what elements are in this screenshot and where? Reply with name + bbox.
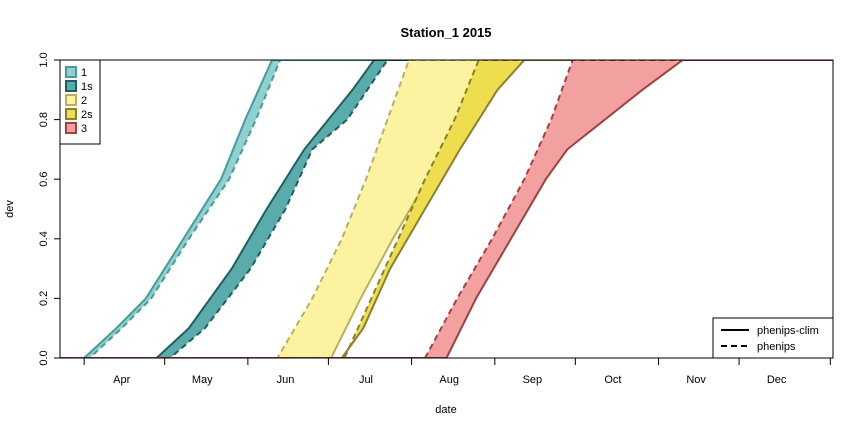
y-tick-label: 0.2 [38,291,50,306]
x-tick-label-oct: Oct [604,374,621,386]
band-1 [60,60,833,358]
plot-frame [59,59,834,359]
x-tick-label-nov: Nov [686,374,706,386]
legend-label-2s: 2s [81,109,93,121]
band-edge-phenips-2 [60,60,833,358]
legend-label-2: 2 [81,95,87,107]
y-tick-label: 0.4 [38,231,50,246]
y-axis: 0.0 0.2 0.4 0.6 0.8 1.0 [38,52,60,366]
band-3 [60,60,833,358]
band-fill-1 [84,60,281,358]
legend-generations: 1 1s 2 2s 3 [59,59,101,145]
band-edge-clim-1s [60,60,833,358]
band-edge-clim-3 [60,60,833,358]
band-edge-phenips-2s [60,60,833,358]
y-axis-label: dev [4,200,16,218]
band-fill-3 [425,60,683,358]
legend-label-phenips-clim: phenips-clim [757,325,819,337]
x-tick-label-aug: Aug [439,374,459,386]
x-tick-label-jul: Jul [359,374,373,386]
y-tick-label: 0.8 [38,112,50,127]
legend-label-3: 3 [81,123,87,135]
band-edge-clim-1 [60,60,833,358]
legend-models: phenips-clim phenips [712,317,834,359]
band-edge-phenips-3 [60,60,833,358]
y-tick-label: 0.6 [38,172,50,187]
band-1s [60,60,833,358]
legend-swatch-1 [65,66,77,78]
bands-layer [60,60,833,358]
x-tick-label-apr: Apr [113,374,130,386]
x-axis: Apr May Jun Jul Aug Sep Oct Nov Dec [83,358,831,386]
x-tick-label-sep: Sep [523,374,543,386]
x-tick-label-dec: Dec [767,374,787,386]
band-edge-phenips-1s [60,60,833,358]
legend-label-1: 1 [81,67,87,79]
legend-swatch-2 [65,94,77,106]
band-edge-phenips-1 [60,60,833,358]
band-fill-2s [341,60,525,358]
legend-swatch-2s [65,108,77,120]
x-tick-label-may: May [192,374,213,386]
band-2s [60,60,833,358]
y-tick-label: 1.0 [38,52,50,67]
legend-swatch-3 [65,122,77,134]
y-tick-label: 0.0 [38,350,50,365]
legend-label-phenips: phenips [757,341,796,353]
x-axis-label: date [435,404,456,416]
legend-models-frame [712,317,834,359]
x-tick-label-jun: Jun [277,374,295,386]
chart-title: Station_1 2015 [400,25,491,40]
legend-label-1s: 1s [81,81,93,93]
legend-swatch-1s [65,80,77,92]
